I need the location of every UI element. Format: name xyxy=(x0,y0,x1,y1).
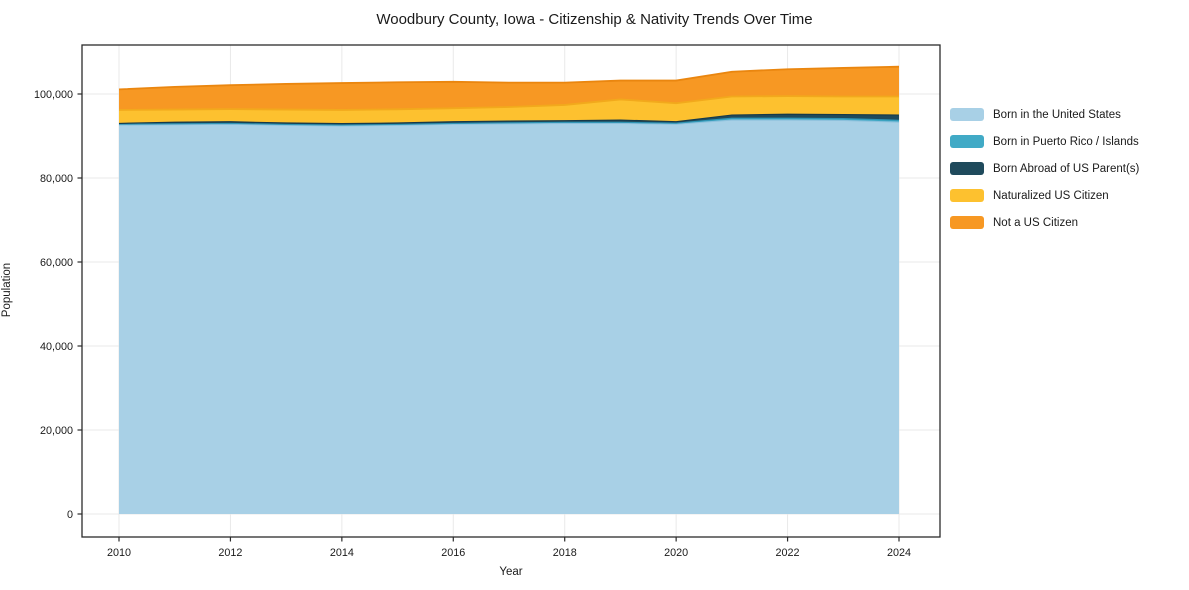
legend-swatch-icon xyxy=(950,162,984,175)
legend-label: Born Abroad of US Parent(s) xyxy=(993,162,1140,175)
y-tick-label: 0 xyxy=(67,509,73,521)
x-tick-label: 2024 xyxy=(887,547,911,559)
x-tick-label: 2018 xyxy=(553,547,577,559)
legend-label: Born in Puerto Rico / Islands xyxy=(993,135,1139,148)
area-naturalized-us-citizen xyxy=(119,96,899,124)
area-edge xyxy=(118,113,900,125)
x-tick-label: 2010 xyxy=(107,547,131,559)
x-tick-label: 2022 xyxy=(776,547,800,559)
x-tick-label: 2016 xyxy=(441,547,465,559)
y-tick-label: 80,000 xyxy=(40,173,73,185)
y-tick-label: 20,000 xyxy=(40,425,73,437)
y-tick-label: 40,000 xyxy=(40,341,73,353)
legend-swatch-icon xyxy=(950,189,984,202)
legend-item-2: Born Abroad of US Parent(s) xyxy=(950,155,1139,182)
legend-label: Naturalized US Citizen xyxy=(993,189,1109,202)
legend-swatch-icon xyxy=(950,216,984,229)
x-tick-label: 2020 xyxy=(664,547,688,559)
y-axis-label: Population xyxy=(1,262,13,318)
legend-item-1: Born in Puerto Rico / Islands xyxy=(950,128,1139,155)
x-tick-label: 2012 xyxy=(218,547,242,559)
area-edge xyxy=(118,119,900,127)
area-edge xyxy=(118,65,900,91)
legend-label: Born in the United States xyxy=(993,108,1121,121)
area-born-in-the-united-states xyxy=(119,120,899,514)
area-born-abroad-of-us-parent-s- xyxy=(119,114,899,126)
x-tick-label: 2014 xyxy=(330,547,354,559)
legend-label: Not a US Citizen xyxy=(993,216,1079,229)
legend-swatch-icon xyxy=(950,108,984,121)
chart-title: Woodbury County, Iowa - Citizenship & Na… xyxy=(376,11,813,28)
y-tick-label: 60,000 xyxy=(40,257,73,269)
legend-item-3: Naturalized US Citizen xyxy=(950,182,1139,209)
plot-border xyxy=(81,44,941,538)
legend-item-0: Born in the United States xyxy=(950,101,1139,128)
chart-legend: Born in the United States Born in Puerto … xyxy=(950,101,1139,236)
legend-item-4: Not a US Citizen xyxy=(950,209,1139,236)
area-edge xyxy=(118,95,899,111)
legend-swatch-icon xyxy=(950,135,984,148)
x-axis-label: Year xyxy=(499,566,523,578)
area-edge xyxy=(118,117,900,126)
y-tick-label: 100,000 xyxy=(34,89,73,101)
